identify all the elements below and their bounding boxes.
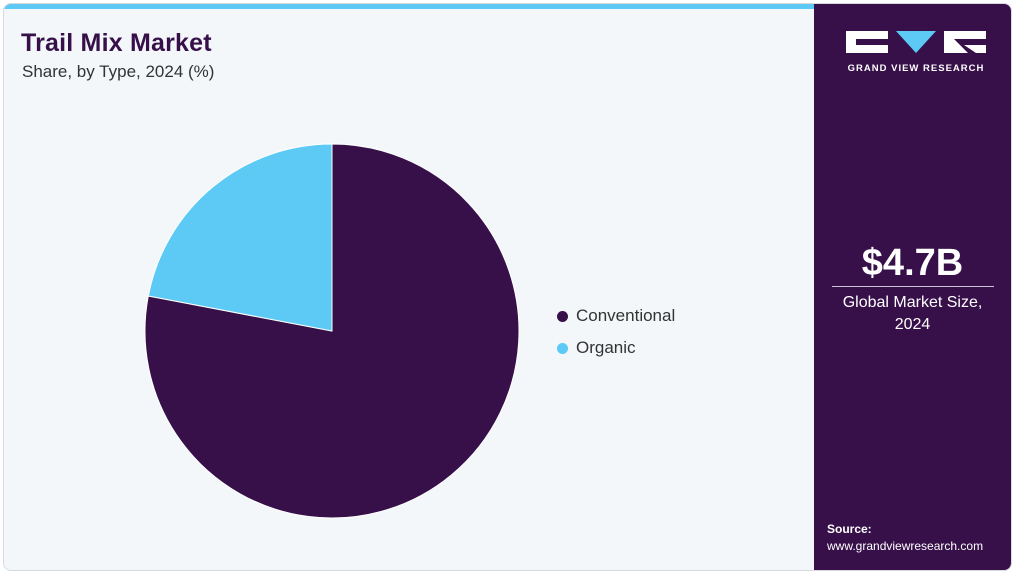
info-sidebar: GRAND VIEW RESEARCH $4.7B Global Market … bbox=[814, 4, 1011, 570]
pie-chart bbox=[144, 143, 520, 519]
pie-slice-organic bbox=[147, 143, 333, 332]
source-link[interactable]: www.grandviewresearch.com bbox=[827, 539, 984, 553]
legend-swatch-conventional bbox=[557, 310, 568, 322]
brand-logo: GRAND VIEW RESEARCH bbox=[846, 29, 986, 79]
divider bbox=[832, 286, 994, 287]
market-size-label: Global Market Size, 2024 bbox=[814, 292, 1011, 336]
chart-panel: Trail Mix Market Share, by Type, 2024 (%… bbox=[4, 4, 814, 570]
market-size-label-line2: 2024 bbox=[894, 316, 931, 333]
chart-title: Trail Mix Market bbox=[21, 29, 212, 57]
legend-label-organic: Organic bbox=[576, 338, 636, 357]
legend-item-conventional: Conventional bbox=[554, 300, 675, 332]
logo-mark-icon bbox=[846, 31, 986, 53]
accent-bar bbox=[4, 4, 814, 9]
market-size-label-line1: Global Market Size, bbox=[842, 294, 983, 311]
legend-item-organic: Organic bbox=[554, 332, 675, 364]
market-size-value: $4.7B bbox=[861, 242, 964, 284]
source-label: Source: bbox=[827, 522, 872, 536]
chart-legend: Conventional Organic bbox=[554, 300, 675, 364]
legend-label-conventional: Conventional bbox=[576, 306, 676, 325]
chart-card: Trail Mix Market Share, by Type, 2024 (%… bbox=[3, 3, 1012, 571]
legend-swatch-organic bbox=[557, 342, 568, 354]
chart-subtitle: Share, by Type, 2024 (%) bbox=[22, 62, 215, 81]
brand-name: GRAND VIEW RESEARCH bbox=[847, 63, 985, 74]
